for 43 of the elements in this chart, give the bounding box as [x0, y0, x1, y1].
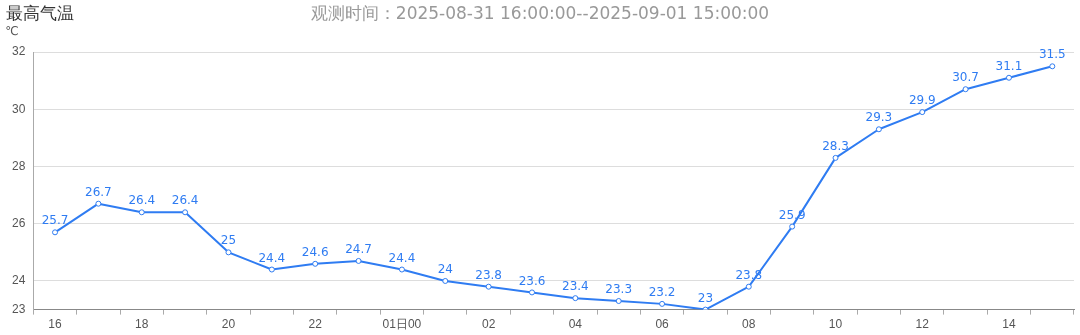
- data-label: 24.4: [388, 250, 416, 265]
- x-tick-label: 22: [308, 317, 323, 332]
- data-label: 24: [437, 262, 453, 277]
- x-tick-label: 02: [481, 317, 496, 332]
- x-tick-label: 08: [742, 317, 756, 332]
- data-label: 23.6: [518, 273, 546, 288]
- chart-subtitle: 观测时间：2025-08-31 16:00:00--2025-09-01 15:00:00: [310, 3, 770, 23]
- y-tick-label: 30: [11, 101, 26, 116]
- x-tick-label: 10: [828, 317, 843, 332]
- x-tick-label: 20: [221, 317, 236, 332]
- x-tick-label: 04: [568, 317, 583, 332]
- y-tick-label: 28: [11, 158, 26, 173]
- y-tick-label: 26: [11, 216, 26, 231]
- x-tick-label: 06: [655, 317, 670, 332]
- x-tick-label: 14: [1002, 317, 1016, 332]
- y-tick-label: 32: [11, 44, 26, 59]
- data-label: 28.3: [822, 139, 849, 154]
- data-label: 25: [220, 233, 237, 248]
- data-label: 23.3: [605, 282, 633, 297]
- data-label: 24.7: [345, 242, 372, 257]
- x-tick-label: 12: [915, 317, 930, 332]
- data-label: 29.3: [865, 110, 893, 125]
- y-tick-label: 24: [11, 273, 26, 288]
- data-label: 26.4: [128, 193, 156, 208]
- data-label: 23: [697, 290, 714, 305]
- y-axis-title: ℃: [5, 24, 19, 39]
- data-label: 25.7: [41, 213, 69, 228]
- x-tick-label: 18: [135, 317, 149, 332]
- x-tick-label: 16: [48, 317, 63, 332]
- data-label: 31.5: [1038, 47, 1066, 62]
- data-label: 24.6: [301, 244, 329, 259]
- y-tick-label: 23: [11, 301, 26, 316]
- data-label: 23.8: [475, 267, 502, 282]
- data-label: 26.4: [171, 193, 199, 208]
- data-label: 23.2: [648, 285, 676, 299]
- x-tick-label: 01日00: [382, 317, 422, 332]
- data-label: 30.7: [952, 70, 979, 85]
- data-label: 24.4: [258, 250, 286, 265]
- data-label: 26.7: [85, 184, 112, 199]
- chart-title: 最高气温: [6, 2, 74, 25]
- data-label: 31.1: [995, 58, 1023, 73]
- data-label: 29.9: [908, 93, 936, 108]
- data-label: 23.4: [561, 279, 589, 294]
